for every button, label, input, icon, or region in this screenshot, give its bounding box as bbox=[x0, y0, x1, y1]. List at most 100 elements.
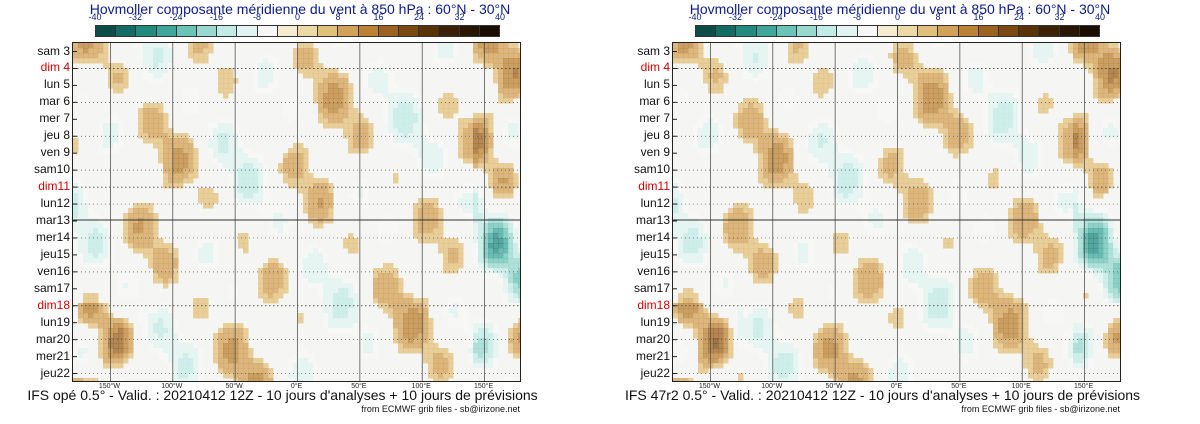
field-cell bbox=[233, 158, 239, 164]
field-cell bbox=[868, 68, 874, 74]
field-cell bbox=[988, 93, 994, 99]
field-cell bbox=[248, 148, 254, 154]
field-cell bbox=[333, 318, 339, 324]
field-cell bbox=[898, 48, 904, 54]
field-cell bbox=[938, 78, 944, 84]
field-cell bbox=[783, 163, 789, 169]
field-cell bbox=[503, 78, 509, 84]
field-cell bbox=[138, 248, 144, 254]
field-cell bbox=[408, 318, 414, 324]
field-cell bbox=[1073, 213, 1079, 219]
field-cell bbox=[703, 58, 709, 64]
field-cell bbox=[498, 208, 504, 214]
field-cell bbox=[978, 293, 984, 299]
field-cell bbox=[1013, 238, 1019, 244]
field-cell bbox=[483, 333, 489, 339]
field-cell bbox=[423, 358, 429, 364]
field-cell bbox=[333, 98, 339, 104]
field-cell bbox=[143, 218, 149, 224]
field-cell bbox=[1113, 123, 1119, 129]
field-cell bbox=[473, 233, 479, 239]
field-cell bbox=[428, 208, 434, 214]
field-cell bbox=[918, 283, 924, 289]
field-cell bbox=[723, 268, 729, 274]
field-cell bbox=[263, 83, 269, 89]
field-cell bbox=[468, 343, 474, 349]
field-cell bbox=[278, 293, 284, 299]
field-cell bbox=[118, 88, 124, 94]
field-cell bbox=[78, 43, 84, 49]
field-cell bbox=[453, 268, 459, 274]
field-cell bbox=[798, 198, 804, 204]
field-cell bbox=[208, 138, 214, 144]
field-cell bbox=[763, 143, 769, 149]
field-cell bbox=[848, 158, 854, 164]
field-cell bbox=[1048, 268, 1054, 274]
field-cell bbox=[503, 273, 509, 279]
field-cell bbox=[953, 128, 959, 134]
field-cell bbox=[698, 133, 704, 139]
field-cell bbox=[1018, 163, 1024, 169]
field-cell bbox=[308, 43, 314, 49]
field-cell bbox=[198, 308, 204, 314]
field-cell bbox=[913, 93, 919, 99]
field-cell bbox=[158, 58, 164, 64]
field-cell bbox=[753, 318, 759, 324]
field-cell bbox=[358, 343, 364, 349]
field-cell bbox=[773, 328, 779, 334]
field-cell bbox=[1118, 53, 1120, 59]
field-cell bbox=[963, 323, 969, 329]
field-cell bbox=[433, 158, 439, 164]
field-cell bbox=[678, 293, 684, 299]
field-cell bbox=[453, 53, 459, 59]
field-cell bbox=[483, 53, 489, 59]
field-cell bbox=[178, 143, 184, 149]
field-cell bbox=[238, 133, 244, 139]
field-cell bbox=[363, 178, 369, 184]
field-cell bbox=[758, 123, 764, 129]
field-cell bbox=[753, 323, 759, 329]
field-cell bbox=[893, 313, 899, 319]
field-cell bbox=[298, 358, 304, 364]
field-cell bbox=[228, 183, 234, 189]
field-cell bbox=[498, 238, 504, 244]
field-cell bbox=[233, 183, 239, 189]
field-cell bbox=[1023, 153, 1029, 159]
field-cell bbox=[1013, 213, 1019, 219]
field-cell bbox=[473, 128, 479, 134]
field-cell bbox=[788, 178, 794, 184]
field-cell bbox=[988, 318, 994, 324]
field-cell bbox=[868, 208, 874, 214]
field-cell bbox=[413, 103, 419, 109]
field-cell bbox=[248, 188, 254, 194]
field-cell bbox=[1013, 158, 1019, 164]
field-cell bbox=[323, 293, 329, 299]
field-cell bbox=[208, 258, 214, 264]
field-cell bbox=[913, 188, 919, 194]
field-cell bbox=[1033, 238, 1039, 244]
field-cell bbox=[353, 298, 359, 304]
field-cell bbox=[473, 118, 479, 124]
field-cell bbox=[1028, 163, 1034, 169]
field-cell bbox=[323, 183, 329, 189]
field-cell bbox=[383, 288, 389, 294]
field-cell bbox=[458, 143, 464, 149]
field-cell bbox=[243, 163, 249, 169]
field-cell bbox=[738, 218, 744, 224]
field-cell bbox=[493, 173, 499, 179]
field-cell bbox=[853, 178, 859, 184]
field-cell bbox=[1008, 118, 1014, 124]
field-cell bbox=[198, 353, 204, 359]
field-cell bbox=[488, 323, 494, 329]
field-cell bbox=[263, 273, 269, 279]
field-cell bbox=[923, 103, 929, 109]
colorbar-cell bbox=[439, 26, 460, 36]
field-cell bbox=[1058, 153, 1064, 159]
field-cell bbox=[138, 243, 144, 249]
field-cell bbox=[948, 313, 954, 319]
field-cell bbox=[233, 348, 239, 354]
field-cell bbox=[358, 128, 364, 134]
field-cell bbox=[153, 273, 159, 279]
field-cell bbox=[863, 293, 869, 299]
field-cell bbox=[188, 338, 194, 344]
